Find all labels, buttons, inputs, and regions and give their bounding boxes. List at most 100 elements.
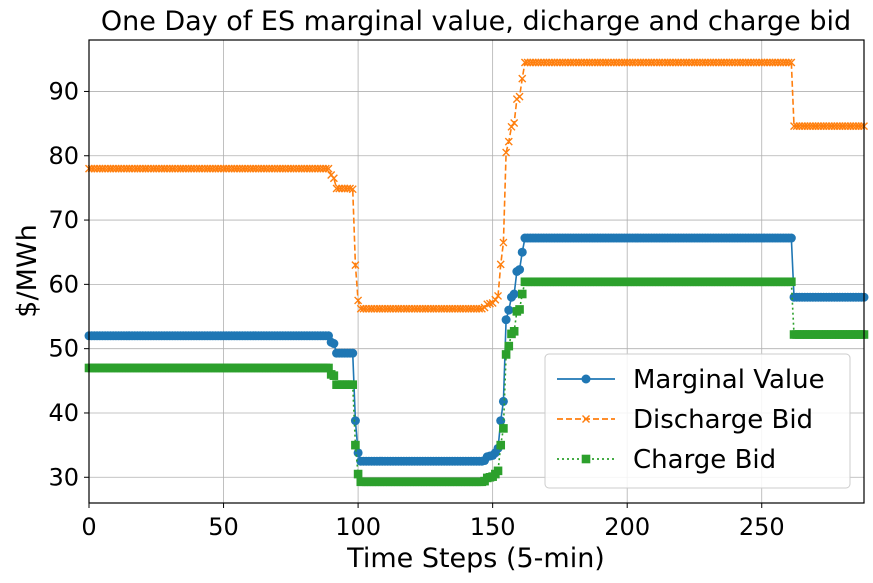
data-point (515, 265, 525, 275)
y-tick-label: 30 (48, 463, 79, 491)
ticks: 0 50 100 150 200 250 30 40 50 60 70 80 90 (48, 77, 784, 541)
plot-frame (88, 39, 865, 504)
data-point (786, 233, 796, 243)
data-point (499, 424, 508, 433)
data-point (348, 185, 357, 194)
x-marker-stroke (515, 92, 524, 101)
data-point (507, 122, 516, 131)
x-axis-label: Time Steps (5-min) (346, 543, 605, 574)
data-point (491, 295, 500, 304)
data-point (324, 363, 333, 373)
data-point (498, 396, 508, 406)
data-point (329, 174, 338, 183)
data-point (493, 466, 503, 476)
data-point (329, 371, 339, 380)
series-discharge-bid (85, 58, 868, 313)
data-point (346, 184, 355, 193)
x-marker-stroke (483, 300, 492, 309)
x-marker-stroke (475, 304, 484, 313)
x-marker-stroke (494, 291, 503, 300)
y-axis-label: $/MWh (12, 224, 43, 317)
x-marker-stroke (485, 299, 494, 308)
x-marker-stroke (321, 164, 330, 173)
y-tick-label: 80 (48, 142, 79, 170)
data-point (518, 74, 527, 83)
data-point (496, 416, 506, 426)
legend-item: Marginal Value (557, 365, 825, 395)
series-layer (84, 58, 869, 487)
data-point (510, 118, 519, 127)
data-point (784, 58, 793, 67)
data-point (504, 137, 513, 146)
data-point (509, 327, 519, 336)
legend-label: Charge Bid (633, 445, 776, 475)
y-tick-label: 50 (48, 335, 79, 363)
x-marker-stroke (504, 137, 513, 146)
x-marker-stroke (507, 122, 516, 131)
x-marker-stroke (329, 174, 338, 183)
x-marker-stroke (348, 185, 357, 194)
legend-item: Discharge Bid (557, 405, 813, 435)
series-charge-bid (84, 277, 869, 487)
data-point (515, 305, 524, 314)
x-marker-stroke (787, 58, 796, 67)
x-tick-label: 200 (604, 513, 650, 541)
x-marker-stroke (518, 74, 527, 83)
data-point (494, 291, 503, 300)
data-point (517, 289, 527, 299)
data-point (504, 305, 514, 315)
data-point (502, 148, 511, 157)
data-point (501, 350, 511, 359)
series-marginal-value (84, 233, 869, 466)
data-point (354, 296, 363, 305)
data-point (351, 261, 360, 270)
legend: Marginal Value Discharge Bid Charge Bid (544, 353, 851, 489)
x-marker-stroke (324, 164, 333, 173)
data-point (350, 416, 360, 426)
y-tick-label: 90 (48, 77, 79, 105)
data-point (509, 289, 519, 299)
y-tick-label: 70 (48, 206, 79, 234)
x-marker-stroke (491, 295, 500, 304)
x-marker-stroke (499, 238, 508, 247)
data-point (504, 341, 514, 351)
data-point (353, 448, 363, 458)
y-tick-label: 40 (48, 399, 79, 427)
x-tick-label: 100 (335, 513, 381, 541)
x-marker-stroke (784, 58, 793, 67)
y-tick-label: 60 (48, 270, 79, 298)
data-point (499, 238, 508, 247)
legend-box (544, 353, 851, 489)
data-point (496, 260, 505, 269)
data-point (787, 277, 796, 287)
x-marker-stroke (510, 118, 519, 127)
data-point (348, 348, 358, 358)
data-point (517, 247, 527, 257)
data-point (353, 469, 363, 479)
x-tick-label: 0 (81, 513, 96, 541)
x-tick-label: 50 (208, 513, 239, 541)
data-point (329, 339, 339, 349)
data-point (324, 164, 333, 173)
data-point (496, 440, 506, 450)
data-point (351, 440, 360, 450)
data-point (485, 299, 494, 308)
legend-marker (581, 454, 591, 464)
x-marker-stroke (502, 148, 511, 157)
legend-item: Charge Bid (557, 445, 776, 475)
x-marker-stroke (354, 296, 363, 305)
x-marker-stroke (346, 184, 355, 193)
legend-marker (582, 415, 590, 423)
legend-label: Discharge Bid (633, 405, 813, 435)
data-point (321, 164, 330, 173)
data-point (515, 92, 524, 101)
x-marker-stroke (351, 261, 360, 270)
data-point (787, 58, 796, 67)
data-point (348, 380, 358, 389)
x-marker-stroke (582, 415, 590, 423)
x-marker-stroke (496, 260, 505, 269)
chart-title: One Day of ES marginal value, dicharge a… (101, 6, 851, 37)
x-tick-label: 250 (739, 513, 785, 541)
